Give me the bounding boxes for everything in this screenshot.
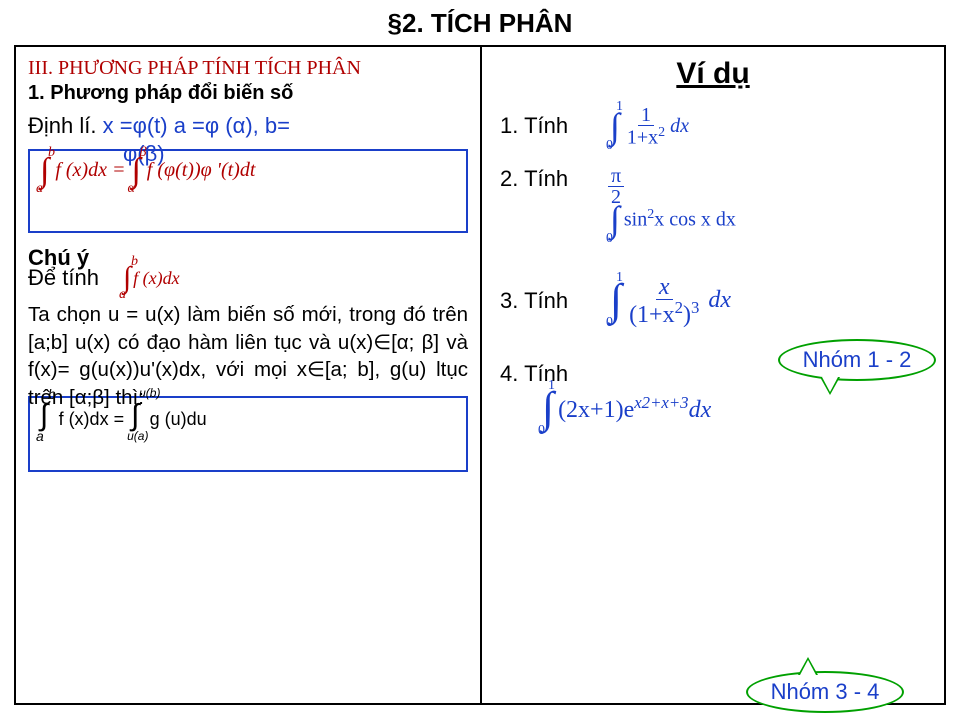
integral-symbol: ∫ 0 1 <box>608 285 624 316</box>
callout-tail-icon <box>798 657 818 675</box>
example-row-2: 2. Tính π 2 ∫ 0 sin2x cos x dx <box>500 166 926 237</box>
callout-text: Nhóm 3 - 4 <box>771 679 880 704</box>
formula2-rhs-body: g (u)du <box>150 409 207 429</box>
example-label: 1. Tính <box>500 113 586 139</box>
integral-symbol: ∫ 0 <box>608 207 622 232</box>
example-label: 2. Tính <box>500 166 586 192</box>
integral-symbol: ∫ α β <box>129 157 142 184</box>
formula-2: ∫ a b f (x)dx = ∫ u(a) u(b) g (u)du <box>38 404 458 430</box>
theorem-equation: x =φ(t) a =φ (α), b= <box>103 113 290 138</box>
integral-symbol: ∫ u(a) u(b) <box>129 399 150 432</box>
left-column: III. PHƯƠNG PHÁP TÍNH TÍCH PHÂN 1. Phươn… <box>16 47 480 703</box>
example-row-1: 1. Tính ∫ 0 1 1 1+x2 dx <box>500 105 926 148</box>
integral-symbol: ∫ 0 1 <box>608 114 622 139</box>
theorem-label: Định lí. <box>28 113 96 138</box>
slide-page: §2. TÍCH PHÂN III. PHƯƠNG PHÁP TÍNH TÍCH… <box>0 0 960 720</box>
note-row: Để tính ∫ a b f (x)dx <box>28 265 468 291</box>
lower-limit: a <box>36 431 44 442</box>
callout-text: Nhóm 1 - 2 <box>803 347 912 372</box>
formula-rhs-body: f (φ(t))φ '(t)dt <box>147 159 256 182</box>
body: sin2x cos x dx <box>624 207 736 232</box>
tail: dx <box>708 287 731 314</box>
denominator: 1+x2 <box>624 126 668 148</box>
upper-limit: b <box>131 256 138 267</box>
integral: ∫ 0 sin2x cos x dx <box>608 207 736 232</box>
upper-limit: u(b) <box>139 389 160 399</box>
callout-group-1: Nhóm 1 - 2 <box>778 339 936 381</box>
upper-limit: 1 <box>548 381 555 391</box>
example-row-3: 3. Tính ∫ 0 1 x (1+x2)3 dx <box>500 275 926 327</box>
subsection-heading: 1. Phương pháp đổi biến số <box>28 82 468 105</box>
lower-limit: 0 <box>606 318 613 328</box>
tail: dx <box>670 115 689 138</box>
lower-limit: a <box>36 183 43 194</box>
numerator: 1 <box>638 105 654 126</box>
section-heading: III. PHƯƠNG PHÁP TÍNH TÍCH PHÂN <box>28 57 468 80</box>
example-3-math: ∫ 0 1 x (1+x2)3 dx <box>608 275 731 327</box>
fraction: 1 1+x2 <box>624 105 668 148</box>
formula-box-2: ∫ a b f (x)dx = ∫ u(a) u(b) g (u)du <box>28 396 468 472</box>
upper-limit: β <box>139 147 146 158</box>
formula-lhs-body: f (x)dx = <box>55 159 125 182</box>
examples-heading: Ví dụ <box>500 57 926 91</box>
integral-symbol: ∫ a b <box>38 157 51 184</box>
integral-symbol: ∫ a b <box>121 266 133 290</box>
integral-symbol: ∫ a b <box>38 399 59 432</box>
upper-limit: 1 <box>616 273 623 283</box>
formula-1: ∫ a b f (x)dx = ∫ α β f (φ(t))φ '(t)dt <box>38 157 458 184</box>
theorem-line: Định lí. x =φ(t) a =φ (α), b= <box>28 113 468 139</box>
example-label: 3. Tính <box>500 288 586 314</box>
lower-limit: 0 <box>538 426 545 436</box>
content-frame: III. PHƯƠNG PHÁP TÍNH TÍCH PHÂN 1. Phươn… <box>14 45 946 705</box>
lower-limit: 0 <box>606 234 613 244</box>
upper-limit: 1 <box>616 102 623 112</box>
numerator: π <box>608 166 624 187</box>
integral-symbol: ∫ 0 1 <box>540 393 556 424</box>
page-title: §2. TÍCH PHÂN <box>0 0 960 45</box>
denominator: (1+x2)3 <box>626 300 702 327</box>
callout-tail-icon <box>820 377 840 395</box>
fraction: x (1+x2)3 <box>626 275 702 327</box>
formula-box-1: ∫ a b f (x)dx = ∫ α β f (φ(t))φ '(t)dt <box>28 149 468 233</box>
lower-limit: u(a) <box>127 432 148 442</box>
formula2-lhs-body: f (x)dx = <box>59 409 125 429</box>
lower-limit: α <box>127 183 134 194</box>
note-intro: Để tính <box>28 265 99 291</box>
example-2-math: π 2 ∫ 0 sin2x cos x dx <box>608 166 736 237</box>
lower-limit: a <box>119 289 126 300</box>
body: (2x+1)ex2+x+3dx <box>558 393 711 424</box>
note-integral: ∫ a b f (x)dx <box>121 266 180 290</box>
right-column: Ví dụ 1. Tính ∫ 0 1 1 1+x2 dx <box>480 47 944 703</box>
example-1-math: ∫ 0 1 1 1+x2 dx <box>608 105 689 148</box>
note-integral-body: f (x)dx <box>133 268 179 289</box>
upper-limit: b <box>48 147 55 158</box>
numerator: x <box>656 275 673 300</box>
upper-limit: b <box>48 389 56 400</box>
callout-group-2: Nhóm 3 - 4 <box>746 671 904 713</box>
lower-limit: 0 <box>606 141 613 151</box>
example-4-math: ∫ 0 1 (2x+1)ex2+x+3dx <box>540 393 711 424</box>
